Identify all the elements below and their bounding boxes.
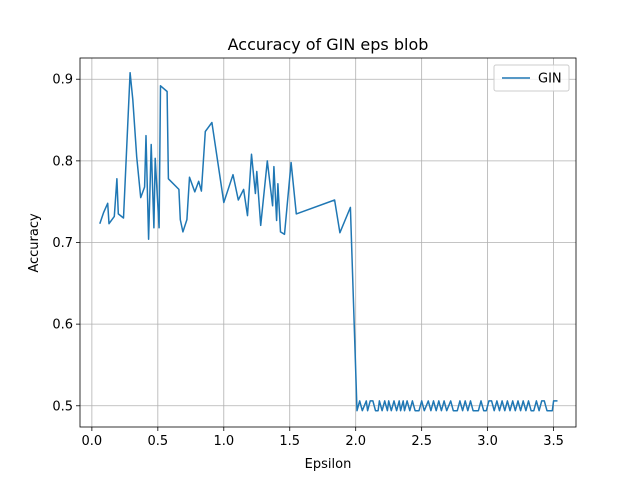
- legend-box: [493, 64, 570, 92]
- chart-title: Accuracy of GIN eps blob: [228, 35, 429, 54]
- x-axis-label: Epsilon: [305, 457, 352, 472]
- legend: GIN: [493, 64, 570, 92]
- x-tick-label: 0.0: [82, 434, 103, 449]
- legend-label-gin: GIN: [538, 72, 562, 87]
- axis-ticks: 0.0 0.5 1.0 1.5 2.0 2.5 3.0 3.5 0.5 0.6 0.7 0.8 0.9: [52, 73, 564, 449]
- x-tick-label: 3.0: [477, 434, 498, 449]
- y-tick-label: 0.6: [52, 318, 73, 333]
- plot-frame: [79, 57, 577, 428]
- x-tick-label: 2.0: [345, 434, 366, 449]
- series-group: [99, 71, 558, 412]
- series-line-gin: [99, 71, 558, 412]
- y-tick-label: 0.9: [52, 73, 73, 88]
- x-tick-label: 2.5: [411, 434, 432, 449]
- y-tick-label: 0.5: [52, 399, 73, 414]
- x-tick-label: 0.5: [147, 434, 168, 449]
- y-tick-label: 0.8: [52, 154, 73, 169]
- y-tick-label: 0.7: [52, 236, 73, 251]
- x-tick-label: 1.0: [213, 434, 234, 449]
- grid: [80, 58, 576, 427]
- x-tick-label: 3.5: [543, 434, 564, 449]
- x-tick-label: 1.5: [279, 434, 300, 449]
- y-axis-label: Accuracy: [27, 213, 42, 273]
